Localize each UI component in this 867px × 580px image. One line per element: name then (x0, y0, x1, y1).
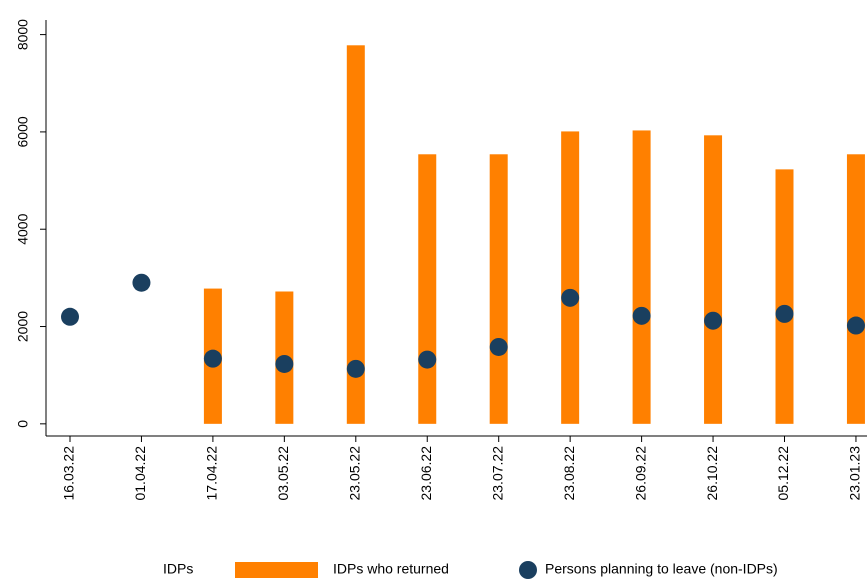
dot (346, 359, 365, 378)
bar (561, 131, 580, 424)
dot (704, 311, 723, 330)
x-tick-label: 26.10.22 (704, 446, 720, 501)
x-tick-label: 16.03.22 (61, 446, 77, 501)
dot (846, 316, 865, 335)
legend-title: IDPs (163, 561, 193, 577)
y-tick-label: 6000 (15, 116, 31, 147)
y-tick-label: 8000 (15, 19, 31, 50)
bar (418, 154, 437, 424)
y-tick-label: 0 (15, 420, 31, 428)
bar (346, 45, 365, 424)
legend-swatch (519, 561, 537, 579)
legend-label: Persons planning to leave (non-IDPs) (545, 561, 778, 577)
x-tick-label: 05.12.22 (775, 446, 791, 501)
y-tick-label: 2000 (15, 311, 31, 342)
dot (61, 307, 79, 326)
x-tick-label: 23.05.22 (347, 446, 363, 501)
x-tick-label: 17.04.22 (204, 446, 220, 501)
bar (846, 154, 865, 424)
dot (203, 349, 222, 368)
dot (275, 354, 294, 373)
x-tick-label: 23.08.22 (561, 446, 577, 501)
bar (775, 169, 794, 424)
dot (775, 304, 794, 323)
y-tick-label: 4000 (15, 213, 31, 244)
legend-swatch (235, 562, 318, 578)
dot (561, 288, 580, 307)
dot (632, 306, 651, 325)
bar (704, 135, 723, 424)
x-tick-label: 03.05.22 (275, 446, 291, 501)
x-tick-label: 23.06.22 (418, 446, 434, 501)
x-tick-label: 23.01.23 (847, 446, 863, 501)
dot (418, 350, 437, 369)
bar (489, 154, 508, 424)
x-tick-label: 01.04.22 (132, 446, 148, 501)
legend-label: IDPs who returned (333, 561, 449, 577)
dot (489, 337, 508, 356)
x-tick-label: 23.07.22 (489, 446, 505, 501)
dot (132, 273, 151, 292)
bar (632, 130, 651, 424)
x-tick-label: 26.09.22 (632, 446, 648, 501)
